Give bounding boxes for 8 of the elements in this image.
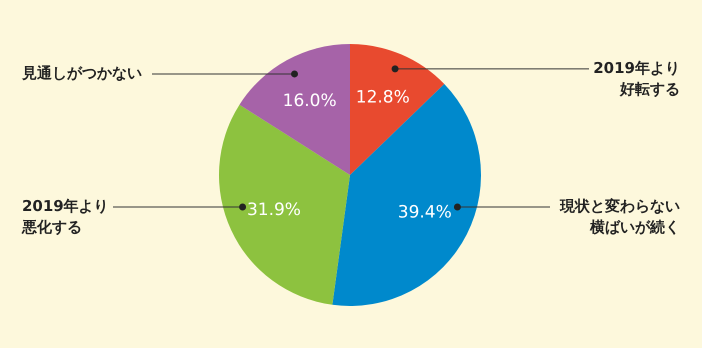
data-label: 12.8% — [356, 87, 410, 108]
slice-label: 見通しがつかない — [21, 64, 142, 82]
slice-label: 2019年より好転する — [593, 58, 680, 98]
data-label: 39.4% — [398, 202, 452, 223]
slice-label: 現状と変わらない横ばいが続く — [559, 197, 680, 236]
data-label: 31.9% — [246, 200, 301, 220]
data-label: 16.0% — [282, 91, 337, 112]
slice-label: 2019年より悪化する — [21, 197, 109, 236]
